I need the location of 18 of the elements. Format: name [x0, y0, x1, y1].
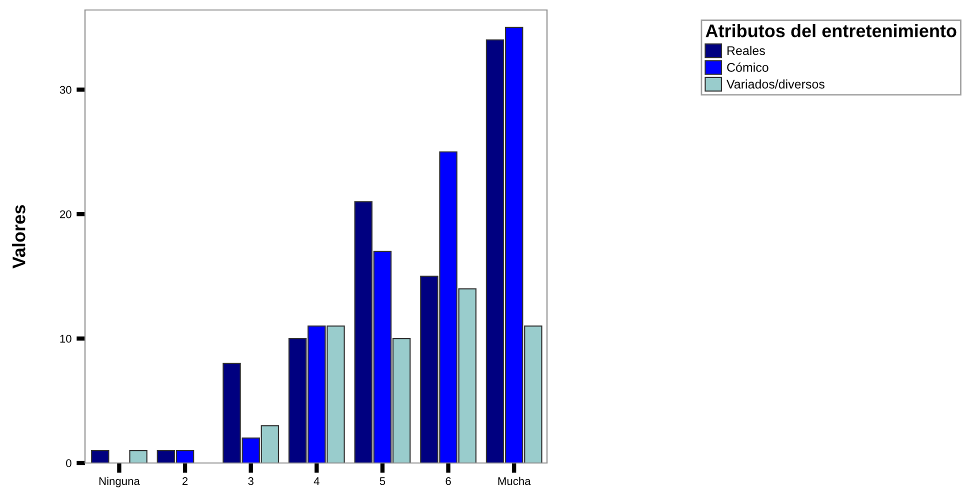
y-tick-label: 10	[60, 334, 72, 343]
legend-label: Variados/diversos	[726, 79, 824, 89]
y-axis-title: Valores	[12, 205, 26, 268]
y-tick-label: 30	[60, 86, 72, 94]
legend-title: Atributos del entretenimiento	[706, 24, 956, 38]
bar	[129, 450, 148, 463]
y-tick-label: 0	[66, 459, 72, 468]
x-tick-label: Mucha	[498, 476, 531, 486]
legend-label: Cómico	[727, 62, 768, 72]
x-tick-label: 3	[248, 477, 254, 486]
x-tick-label: 2	[182, 477, 188, 485]
legend-label: Reales	[728, 46, 765, 56]
x-tick-label: 6	[446, 477, 451, 486]
y-tick-label: 20	[60, 210, 72, 218]
bar	[91, 450, 110, 463]
x-tick-label: 5	[380, 477, 386, 486]
x-tick-label: 4	[314, 477, 320, 485]
x-tick-label: Ninguna	[99, 476, 140, 488]
